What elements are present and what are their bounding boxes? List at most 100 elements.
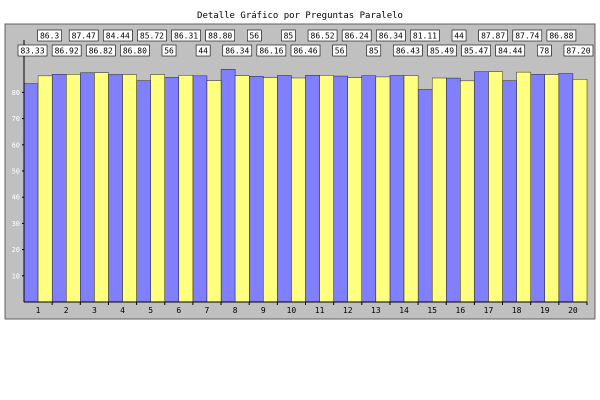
data-label-text: 86.24	[345, 32, 369, 41]
data-label-4: 87.47	[68, 29, 99, 42]
x-tick-label-5: 5	[148, 306, 153, 315]
data-label-box	[495, 44, 526, 57]
chart-title: Detalle Gráfico por Preguntas Paralelo	[197, 11, 403, 21]
data-label-18: 86.52	[307, 29, 338, 42]
data-label-text: 87.87	[481, 32, 505, 41]
bar-series-2-2	[66, 74, 81, 303]
bar-series-2-15	[431, 77, 447, 303]
data-label-16: 85	[281, 29, 296, 42]
data-label-6: 84.44	[103, 29, 133, 42]
data-label-text: 84.44	[106, 32, 130, 41]
data-label-box	[222, 44, 253, 57]
data-label-box	[195, 44, 211, 57]
data-label-14: 56	[247, 29, 262, 42]
data-label-text: 85.72	[140, 32, 164, 41]
bar-series-1-13	[361, 75, 377, 303]
x-tick-label-13: 13	[371, 306, 381, 315]
data-label-32: 86.88	[546, 29, 577, 42]
data-label-text: 56	[164, 47, 174, 56]
data-label-17: 86.46	[290, 44, 321, 57]
data-label-box	[410, 29, 440, 42]
data-label-box	[427, 44, 457, 57]
data-label-box	[68, 29, 99, 42]
data-label-text: 44	[198, 47, 208, 56]
data-label-box	[137, 29, 167, 42]
data-label-text: 85	[284, 32, 294, 41]
data-label-31: 78	[537, 44, 552, 57]
data-label-text: 85.49	[430, 47, 454, 56]
bar-series-2-9	[263, 77, 278, 303]
bar-series-1-15	[417, 89, 433, 303]
data-label-box	[85, 44, 116, 57]
bar-series-1-3	[80, 72, 95, 303]
y-tick-label-10: 10	[12, 272, 20, 280]
data-label-text: 86.92	[55, 47, 79, 56]
bar-series-1-20	[558, 73, 574, 303]
bar-series-2-3	[94, 72, 109, 303]
data-label-box	[366, 44, 382, 57]
bar-series-1-5	[136, 80, 151, 303]
data-label-box	[461, 44, 491, 57]
x-tick-label-8: 8	[233, 306, 238, 315]
data-label-text: 86.34	[225, 47, 249, 56]
bar-series-1-4	[108, 74, 123, 303]
data-label-text: 86.80	[123, 47, 147, 56]
bar-series-2-5	[150, 74, 165, 303]
data-label-box	[376, 29, 406, 42]
data-label-text: 86.16	[259, 47, 283, 56]
data-label-5: 86.82	[85, 44, 116, 57]
x-tick-label-11: 11	[315, 306, 325, 315]
bar-series-1-10	[277, 75, 292, 303]
data-label-box	[546, 29, 577, 42]
data-label-box	[537, 44, 552, 57]
data-label-text: 85	[369, 47, 379, 56]
y-tick-label-80: 80	[12, 89, 20, 97]
data-label-box	[341, 29, 372, 42]
data-label-7: 86.80	[120, 44, 150, 57]
bar-series-2-14	[403, 75, 419, 303]
data-label-box	[103, 29, 133, 42]
bar-series-1-12	[333, 75, 348, 303]
bar-series-2-8	[234, 75, 250, 303]
data-label-text: 56	[249, 32, 259, 41]
x-tick-label-20: 20	[568, 306, 578, 315]
bar-series-2-17	[488, 71, 503, 303]
data-label-text: 81.11	[413, 32, 437, 41]
bar-series-2-1	[37, 75, 53, 303]
data-label-box	[51, 44, 82, 57]
bar-series-2-4	[122, 74, 137, 303]
data-label-box	[290, 44, 321, 57]
data-label-10: 86.31	[171, 29, 201, 42]
bar-series-1-2	[51, 74, 67, 303]
data-label-text: 86.88	[549, 32, 573, 41]
x-tick-label-16: 16	[456, 306, 466, 315]
data-label-box	[512, 29, 543, 42]
data-label-20: 86.24	[341, 29, 372, 42]
data-label-text: 85.47	[464, 47, 488, 56]
y-tick-label-20: 20	[12, 246, 20, 254]
bar-series-1-16	[446, 77, 461, 303]
data-label-28: 87.87	[478, 29, 508, 42]
x-tick-label-1: 1	[36, 306, 41, 315]
bar-series-1-19	[530, 74, 545, 303]
data-label-11: 44	[195, 44, 211, 57]
data-label-25: 85.49	[427, 44, 457, 57]
data-label-text: 86.52	[311, 32, 335, 41]
data-label-box	[307, 29, 338, 42]
data-label-text: 87.47	[72, 32, 96, 41]
x-tick-label-6: 6	[176, 306, 181, 315]
data-label-text: 86.82	[89, 47, 113, 56]
data-labels-group: 83.3386.386.9287.4786.8284.4486.8085.725…	[17, 29, 594, 57]
x-tick-label-19: 19	[540, 306, 550, 315]
bar-series-2-16	[460, 80, 475, 303]
bar-series-2-12	[347, 77, 363, 303]
data-label-2: 86.3	[37, 29, 62, 42]
data-label-box	[161, 44, 177, 57]
data-label-text: 86.46	[293, 47, 317, 56]
data-label-box	[256, 44, 287, 57]
data-label-box	[451, 29, 467, 42]
data-label-text: 86.34	[379, 32, 403, 41]
bar-series-2-20	[572, 79, 588, 303]
bar-series-1-1	[23, 83, 39, 303]
